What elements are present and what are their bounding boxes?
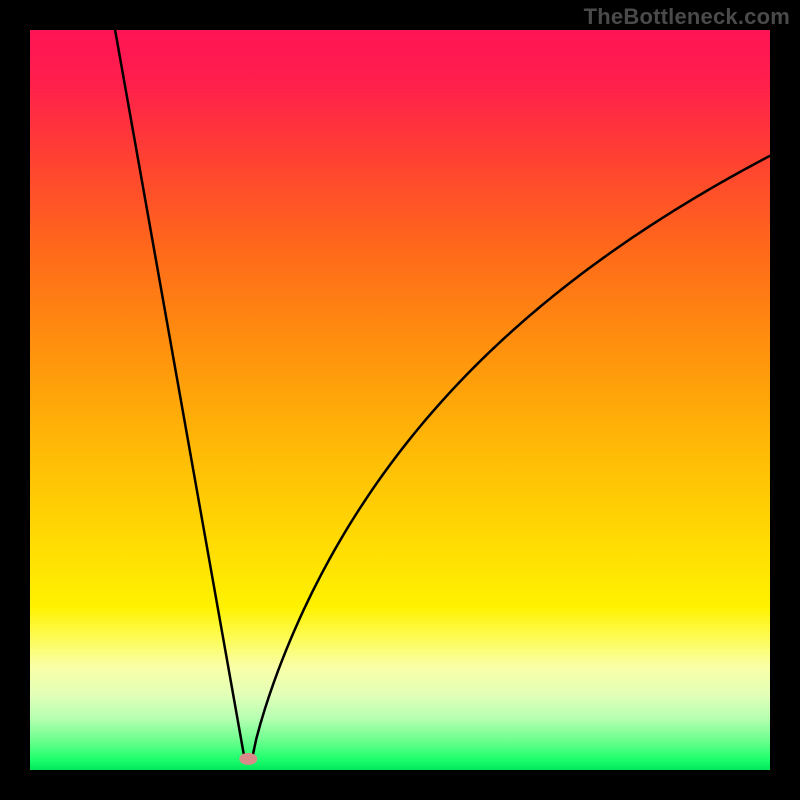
vertex-marker xyxy=(239,753,257,765)
plot-background xyxy=(30,30,770,770)
watermark-text: TheBottleneck.com xyxy=(584,4,790,30)
chart-frame: TheBottleneck.com xyxy=(0,0,800,800)
bottleneck-chart xyxy=(0,0,800,800)
